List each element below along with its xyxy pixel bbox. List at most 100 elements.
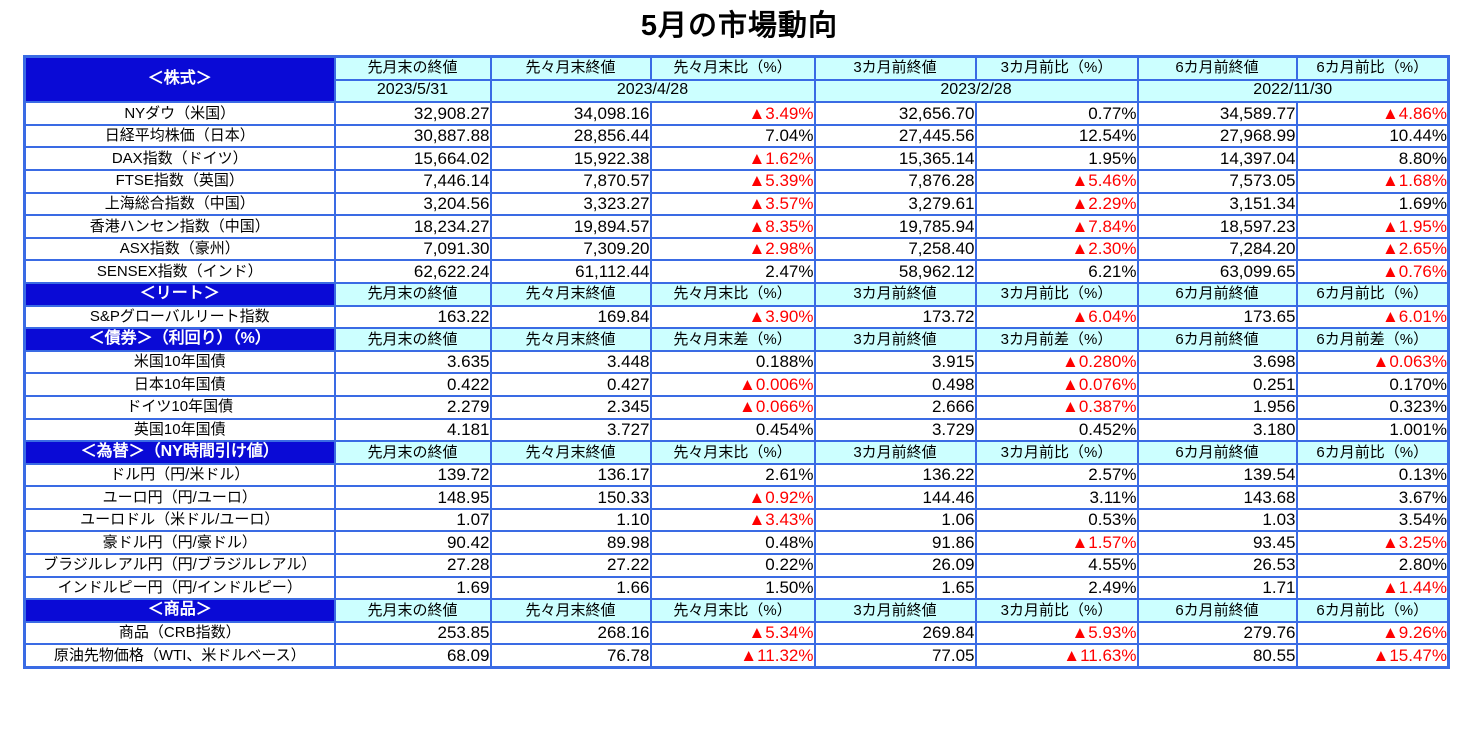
value-cell: 3,323.27	[489, 191, 652, 217]
value-cell: ▲5.46%	[974, 168, 1139, 194]
value-cell: 139.72	[333, 462, 492, 488]
market-table: ＜株式＞ 先月末の終値 先々月末終値 先々月末比（%） 3カ月前終値 3カ月前比（%） 6カ…	[23, 55, 1450, 670]
value-cell: 76.78	[489, 643, 652, 669]
row-label: S&Pグローバルリート指数	[23, 304, 336, 330]
value-cell: ▲6.01%	[1295, 304, 1450, 330]
date-cell: 2023/5/31	[333, 78, 492, 104]
row-label: ユーロ円（円/ユーロ）	[23, 485, 336, 510]
value-cell: 268.16	[489, 620, 652, 646]
table-row: DAX指数（ドイツ） 15,664.02 15,922.38 ▲1.62% 15,365…	[23, 146, 1450, 171]
row-label: インドルピー円（円/インドルピー）	[23, 575, 336, 601]
column-header: 6カ月前終値	[1136, 598, 1298, 623]
row-label: 日経平均株価（日本）	[23, 123, 336, 149]
value-cell: 3.698	[1136, 349, 1298, 375]
value-cell: ▲0.063%	[1295, 349, 1450, 375]
table-row: 豪ドル円（円/豪ドル） 90.42 89.98 0.48% 91.86 ▲1.57% 93.…	[23, 530, 1450, 556]
value-cell: 2.49%	[974, 575, 1139, 601]
column-header: 3カ月前終値	[813, 55, 977, 81]
section-header-row: ＜商品＞ 先月末の終値 先々月末終値 先々月末比（%） 3カ月前終値 3カ月前比（%） 6カ…	[23, 598, 1450, 623]
value-cell: 15,664.02	[333, 146, 492, 171]
value-cell: ▲0.92%	[649, 485, 816, 510]
value-cell: 7,258.40	[813, 236, 977, 262]
value-cell: ▲1.95%	[1295, 214, 1450, 239]
value-cell: 14,397.04	[1136, 146, 1298, 171]
table-row: 米国10年国債 3.635 3.448 0.188% 3.915 ▲0.280% 3.698…	[23, 349, 1450, 375]
column-header: 先々月末終値	[489, 440, 652, 465]
table-row: 上海総合指数（中国） 3,204.56 3,323.27 ▲3.57% 3,279.61…	[23, 191, 1450, 217]
value-cell: 2.279	[333, 394, 492, 420]
value-cell: 1.69%	[1295, 191, 1450, 217]
value-cell: 26.09	[813, 553, 977, 578]
value-cell: ▲4.86%	[1295, 101, 1450, 126]
table-row: 原油先物価格（WTI、米ドルベース） 68.09 76.78 ▲11.32% 77.05…	[23, 643, 1450, 669]
value-cell: ▲0.76%	[1295, 259, 1450, 284]
value-cell: 28,856.44	[489, 123, 652, 149]
value-cell: 0.454%	[649, 417, 816, 443]
value-cell: 269.84	[813, 620, 977, 646]
value-cell: ▲2.98%	[649, 236, 816, 262]
column-header: 先々月末差（%）	[649, 327, 816, 352]
value-cell: 3,204.56	[333, 191, 492, 217]
value-cell: 3.915	[813, 349, 977, 375]
value-cell: 63,099.65	[1136, 259, 1298, 284]
value-cell: 27.22	[489, 553, 652, 578]
value-cell: ▲2.30%	[974, 236, 1139, 262]
column-header: 先々月末比（%）	[649, 598, 816, 623]
value-cell: 1.001%	[1295, 417, 1450, 443]
value-cell: 7,870.57	[489, 168, 652, 194]
value-cell: 27.28	[333, 553, 492, 578]
column-header: 3カ月前比（%）	[974, 281, 1139, 307]
value-cell: 19,785.94	[813, 214, 977, 239]
section-header-row: ＜リート＞ 先月末の終値 先々月末終値 先々月末比（%） 3カ月前終値 3カ月前比（%） 6…	[23, 281, 1450, 307]
date-cell: 2023/2/28	[813, 78, 1139, 104]
value-cell: 34,589.77	[1136, 101, 1298, 126]
value-cell: ▲2.65%	[1295, 236, 1450, 262]
value-cell: 68.09	[333, 643, 492, 669]
value-cell: 136.17	[489, 462, 652, 488]
column-header: 6カ月前比（%）	[1295, 598, 1450, 623]
row-label: 米国10年国債	[23, 349, 336, 375]
column-header: 3カ月前終値	[813, 327, 977, 352]
value-cell: 89.98	[489, 530, 652, 556]
column-header: 先々月末比（%）	[649, 440, 816, 465]
row-label: FTSE指数（英国）	[23, 168, 336, 194]
value-cell: 3.729	[813, 417, 977, 443]
column-header: 6カ月前比（%）	[1295, 440, 1450, 465]
value-cell: ▲5.34%	[649, 620, 816, 646]
value-cell: ▲3.25%	[1295, 530, 1450, 556]
value-cell: 0.48%	[649, 530, 816, 556]
column-header: 先々月末終値	[489, 281, 652, 307]
value-cell: ▲15.47%	[1295, 643, 1450, 669]
value-cell: 93.45	[1136, 530, 1298, 556]
row-label: DAX指数（ドイツ）	[23, 146, 336, 171]
value-cell: 0.188%	[649, 349, 816, 375]
value-cell: ▲1.57%	[974, 530, 1139, 556]
value-cell: 144.46	[813, 485, 977, 510]
value-cell: 3.67%	[1295, 485, 1450, 510]
row-label: 原油先物価格（WTI、米ドルベース）	[23, 643, 336, 669]
column-header: 先月末の終値	[333, 281, 492, 307]
value-cell: 3,151.34	[1136, 191, 1298, 217]
value-cell: 143.68	[1136, 485, 1298, 510]
value-cell: 3,279.61	[813, 191, 977, 217]
value-cell: 90.42	[333, 530, 492, 556]
value-cell: 12.54%	[974, 123, 1139, 149]
value-cell: 7,876.28	[813, 168, 977, 194]
value-cell: 1.65	[813, 575, 977, 601]
value-cell: 1.07	[333, 507, 492, 533]
column-header: 6カ月前差（%）	[1295, 327, 1450, 352]
value-cell: 58,962.12	[813, 259, 977, 284]
value-cell: 0.498	[813, 372, 977, 397]
column-header: 3カ月前終値	[813, 598, 977, 623]
table-row: 日本10年国債 0.422 0.427 ▲0.006% 0.498 ▲0.076% 0.25…	[23, 372, 1450, 397]
value-cell: 27,445.56	[813, 123, 977, 149]
column-header: 先々月末終値	[489, 598, 652, 623]
row-label: 日本10年国債	[23, 372, 336, 397]
section-header-forex: ＜為替＞（NY時間引け値）	[23, 440, 336, 465]
value-cell: 0.170%	[1295, 372, 1450, 397]
value-cell: ▲11.32%	[649, 643, 816, 669]
value-cell: 150.33	[489, 485, 652, 510]
value-cell: 0.22%	[649, 553, 816, 578]
value-cell: 1.50%	[649, 575, 816, 601]
value-cell: 3.180	[1136, 417, 1298, 443]
